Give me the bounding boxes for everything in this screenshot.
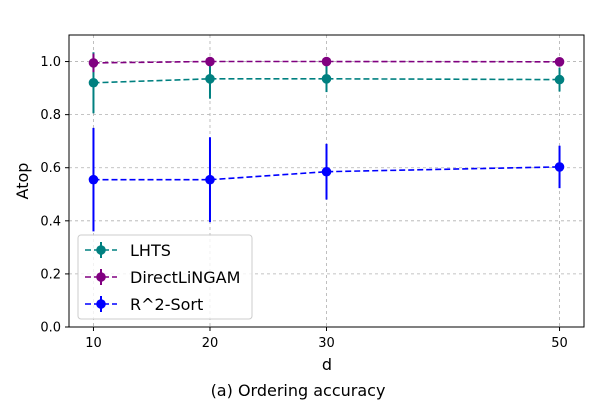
data-point [205, 56, 215, 67]
legend: LHTS DirectLiNGAM R^2-Sort [77, 234, 253, 320]
data-point [88, 77, 99, 88]
legend-item: R^2-Sort [85, 295, 203, 314]
series-0 [88, 52, 565, 114]
data-point [321, 74, 332, 84]
x-tick-label: 10 [85, 336, 102, 351]
data-point [88, 174, 99, 185]
legend-label: DirectLiNGAM [130, 268, 240, 287]
legend-label: R^2-Sort [130, 295, 203, 314]
y-tick-label: 1.0 [40, 55, 61, 70]
data-point [554, 162, 565, 172]
x-tick-label: 50 [551, 336, 568, 351]
series-line [93, 60, 560, 64]
data-point [321, 56, 332, 67]
data-point [88, 58, 99, 68]
x-axis-label: d [322, 355, 332, 374]
y-axis-label: Atop [13, 163, 32, 200]
y-tick-label: 0.2 [40, 267, 61, 282]
data-point [321, 166, 332, 177]
legend-label: LHTS [130, 241, 171, 260]
y-tick-label: 0.8 [40, 108, 61, 123]
y-tick-label: 0.4 [40, 214, 61, 229]
y-tick-label: 0.6 [40, 161, 61, 176]
legend-item: LHTS [85, 241, 171, 260]
legend-swatch-marker [96, 299, 106, 309]
series-line [93, 78, 560, 84]
data-point [205, 174, 215, 185]
x-tick-label: 30 [318, 336, 335, 351]
series-1 [88, 53, 565, 73]
series-2 [88, 127, 565, 232]
y-tick-label: 0.0 [40, 321, 61, 336]
legend-swatch-marker [96, 272, 106, 282]
figure-caption: (a) Ordering accuracy [211, 381, 386, 400]
series-line [93, 166, 560, 181]
legend-box [77, 234, 253, 320]
data-point [205, 74, 215, 84]
data-point [554, 57, 565, 67]
data-point [554, 74, 565, 85]
legend-swatch-marker [96, 245, 106, 255]
legend-item: DirectLiNGAM [85, 268, 240, 287]
series-layer [88, 52, 565, 232]
x-tick-label: 20 [202, 336, 219, 351]
ticks: 10 20 30 50 0.0 0.2 0.4 0.6 0.8 1.0 [40, 55, 567, 351]
